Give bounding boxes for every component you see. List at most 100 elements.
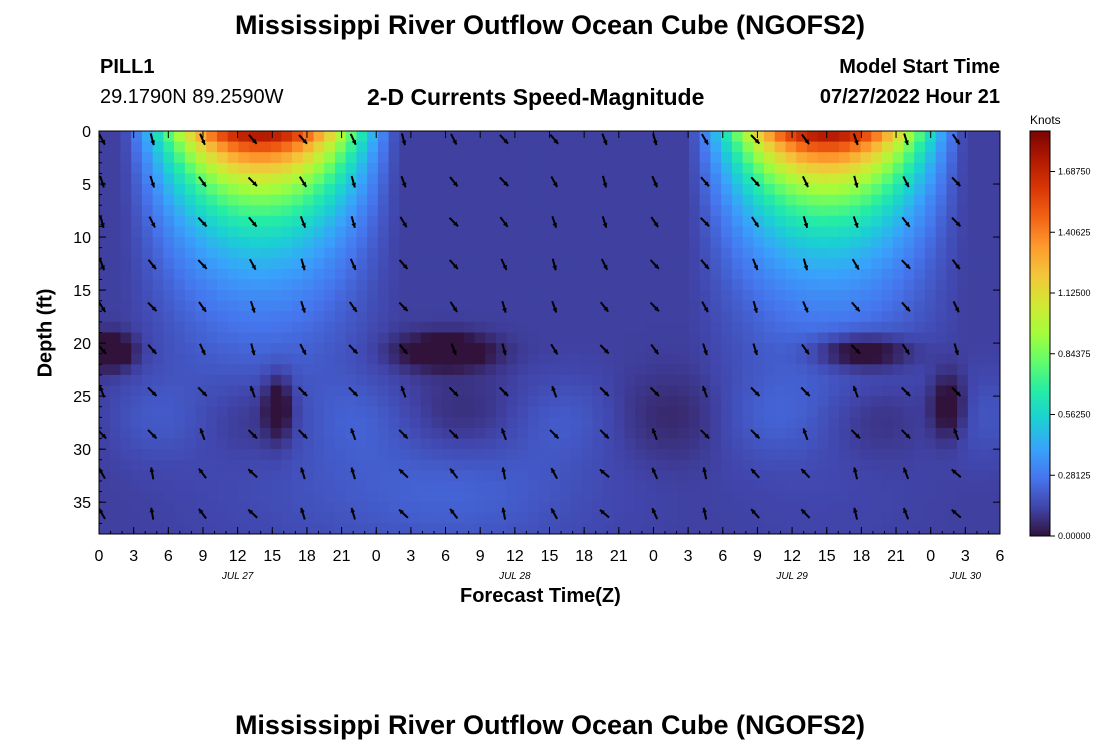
heatmap-cell xyxy=(581,491,594,503)
heatmap-cell xyxy=(646,226,658,238)
heatmap-cell xyxy=(710,523,722,534)
y-tick-label: 25 xyxy=(73,389,91,406)
heatmap-cell xyxy=(259,512,272,524)
heatmap-cell xyxy=(806,247,819,259)
heatmap-cell xyxy=(742,438,754,450)
heatmap-cell xyxy=(216,491,229,503)
heatmap-cell xyxy=(914,470,926,482)
heatmap-cell xyxy=(506,332,518,344)
heatmap-cell xyxy=(967,374,980,387)
heatmap-cell xyxy=(828,438,840,450)
heatmap-cell xyxy=(206,491,218,503)
current-vector xyxy=(99,508,106,520)
heatmap-cell xyxy=(957,247,969,259)
heatmap-cell xyxy=(388,226,400,238)
current-vector xyxy=(902,507,910,520)
heatmap-cell xyxy=(560,247,572,259)
heatmap-cell xyxy=(914,162,926,175)
heatmap-cell xyxy=(313,215,325,228)
heatmap-cell xyxy=(431,406,443,418)
heatmap-cell xyxy=(452,290,465,302)
current-vector xyxy=(450,343,457,356)
heatmap-cell xyxy=(313,162,325,175)
current-vector xyxy=(247,176,258,187)
heatmap-cell xyxy=(410,385,422,397)
heatmap-cell xyxy=(249,226,261,238)
heatmap-cell xyxy=(656,374,669,387)
heatmap-cell xyxy=(570,417,583,429)
heatmap-cell xyxy=(292,406,304,418)
heatmap-cell xyxy=(624,173,636,185)
heatmap-cell xyxy=(399,300,411,312)
heatmap-cell xyxy=(131,184,143,196)
heatmap-cell xyxy=(882,141,894,153)
heatmap-cell xyxy=(506,470,518,482)
current-vector xyxy=(149,133,155,146)
heatmap-cell xyxy=(152,258,164,270)
vector-head xyxy=(754,181,760,187)
vector-head xyxy=(904,349,910,355)
heatmap-cell xyxy=(560,332,572,344)
heatmap-cell xyxy=(184,343,197,355)
heatmap-cell xyxy=(914,152,926,164)
heatmap-cell xyxy=(667,491,679,503)
heatmap-cell xyxy=(731,353,744,365)
heatmap-cell xyxy=(774,173,787,185)
x-tick-label: 6 xyxy=(164,548,173,565)
current-vector xyxy=(398,468,409,479)
heatmap-cell xyxy=(935,480,947,493)
heatmap-cell xyxy=(334,290,347,302)
heatmap-cell xyxy=(914,512,926,524)
heatmap-cell xyxy=(399,215,411,228)
heatmap-cell xyxy=(388,480,400,493)
heatmap-cell xyxy=(474,321,486,334)
heatmap-cell xyxy=(581,279,594,291)
heatmap-cell xyxy=(871,332,883,344)
heatmap-cell xyxy=(828,194,840,206)
heatmap-cell xyxy=(174,131,186,143)
heatmap-cell xyxy=(817,300,829,312)
heatmap-cell xyxy=(485,268,497,281)
heatmap-cell xyxy=(528,268,540,281)
heatmap-cell xyxy=(978,205,990,217)
heatmap-cell xyxy=(817,364,829,376)
heatmap-cell xyxy=(452,226,465,238)
heatmap-cell xyxy=(141,215,154,228)
current-vector xyxy=(300,300,306,313)
heatmap-cell xyxy=(731,141,744,153)
heatmap-cell xyxy=(646,449,658,461)
heatmap-cell xyxy=(345,512,358,524)
vector-head xyxy=(150,140,155,146)
heatmap-cell xyxy=(452,237,465,249)
heatmap-cell xyxy=(892,152,905,164)
heatmap-cell xyxy=(334,279,347,291)
heatmap-cell xyxy=(377,449,390,461)
heatmap-cell xyxy=(463,321,476,334)
heatmap-cell xyxy=(849,406,862,418)
heatmap-cell xyxy=(603,290,615,302)
heatmap-cell xyxy=(560,215,572,228)
heatmap-cell xyxy=(603,343,615,355)
heatmap-cell xyxy=(914,290,926,302)
heatmap-cell xyxy=(452,523,465,534)
heatmap-cell xyxy=(967,427,980,440)
heatmap-cell xyxy=(334,258,347,270)
heatmap-cell xyxy=(860,449,872,461)
heatmap-cell xyxy=(109,141,122,153)
heatmap-cell xyxy=(914,353,926,365)
heatmap-cell xyxy=(560,502,572,514)
heatmap-cell xyxy=(538,427,551,440)
heatmap-cell xyxy=(935,300,947,312)
vector-head xyxy=(450,468,455,474)
x-axis: 0 3 6 9 12 15 18 21 0 3 6 9 12 15 18 21 0 3 6 9 12 15 18 21 0 3 6J… xyxy=(95,131,1005,582)
heatmap-cell xyxy=(356,374,368,387)
heatmap-cell xyxy=(506,321,518,334)
heatmap-cell xyxy=(292,173,304,185)
heatmap-cell xyxy=(442,470,454,482)
heatmap-cell xyxy=(774,141,787,153)
heatmap-cell xyxy=(817,427,829,440)
heatmap-cell xyxy=(528,417,540,429)
heatmap-cell xyxy=(828,184,840,196)
heatmap-cell xyxy=(688,268,701,281)
heatmap-cell xyxy=(195,205,207,217)
